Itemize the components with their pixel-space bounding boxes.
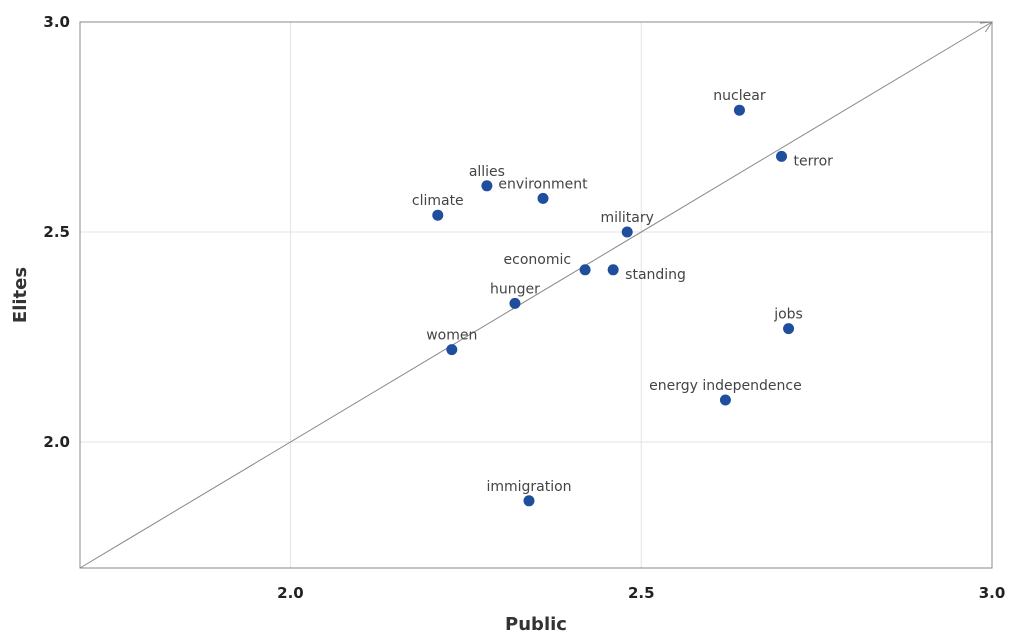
y-tick-label: 3.0 — [43, 13, 70, 31]
point-label: climate — [412, 193, 464, 209]
point-label: military — [600, 210, 653, 226]
data-point — [783, 323, 795, 335]
x-axis-ticks: 2.0 2.5 3.0 — [277, 584, 1005, 602]
diagonal-line — [79, 21, 993, 569]
point-label: standing — [625, 267, 686, 283]
x-tick-label: 2.5 — [628, 584, 655, 602]
data-point — [621, 226, 633, 238]
data-point — [537, 192, 549, 204]
x-tick-label: 3.0 — [979, 584, 1006, 602]
point-label: women — [426, 328, 477, 344]
y-axis-title: Elites — [10, 267, 31, 323]
y-tick-label: 2.5 — [43, 223, 70, 241]
x-tick-label: 2.0 — [277, 584, 304, 602]
y-axis-ticks: 2.0 2.5 3.0 — [43, 13, 70, 451]
x-axis-title: Public — [505, 614, 567, 635]
plot-frame — [79, 21, 993, 569]
point-label: economic — [504, 252, 572, 268]
data-point — [733, 104, 745, 116]
point-label: hunger — [490, 281, 540, 297]
data-point — [776, 150, 788, 162]
point-label: environment — [498, 176, 588, 192]
data-point — [607, 264, 619, 276]
point-label: nuclear — [713, 88, 766, 104]
data-point — [523, 495, 535, 507]
point-label: allies — [469, 164, 505, 180]
data-point — [579, 264, 591, 276]
y-tick-label: 2.0 — [43, 433, 70, 451]
point-label: terror — [794, 153, 834, 169]
data-point — [446, 344, 458, 356]
point-label: immigration — [486, 479, 571, 495]
data-point — [481, 180, 493, 192]
point-label: jobs — [773, 307, 803, 323]
data-point — [509, 297, 521, 309]
data-point — [432, 209, 444, 221]
data-point — [719, 394, 731, 406]
point-label: energy independence — [649, 378, 802, 394]
